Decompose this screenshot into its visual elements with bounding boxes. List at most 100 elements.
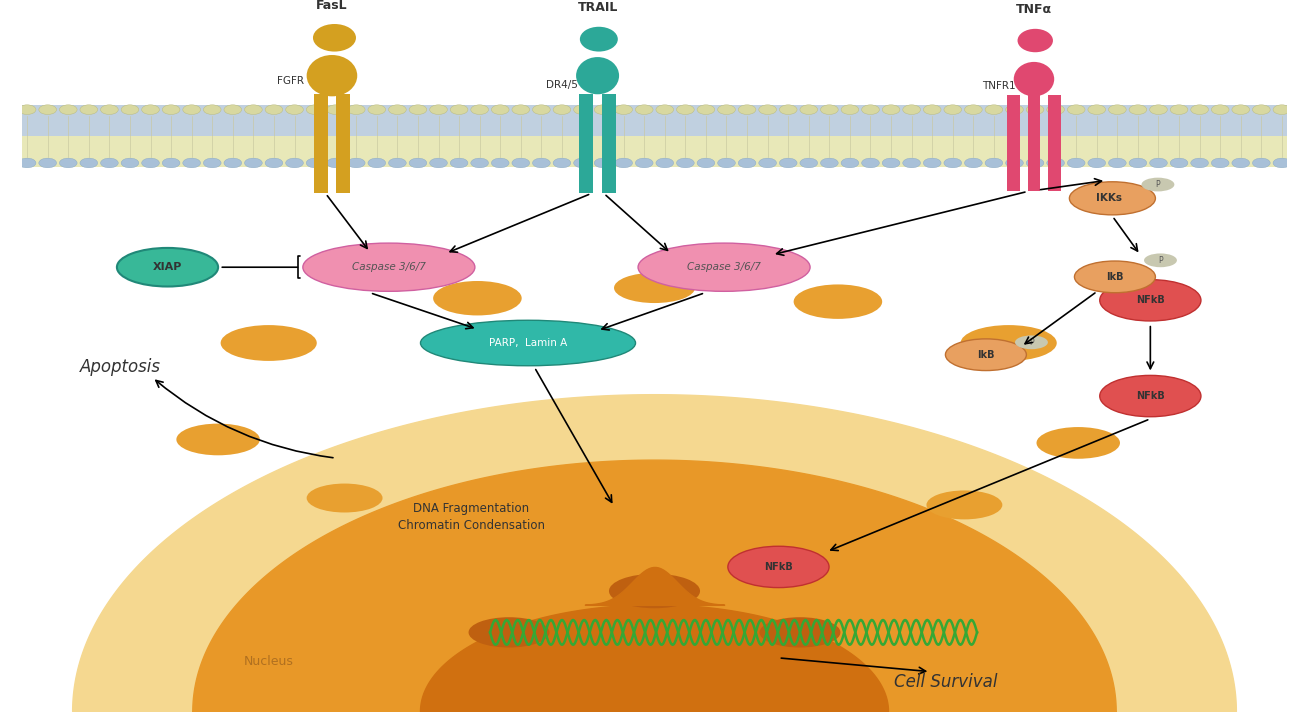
Circle shape bbox=[1232, 158, 1250, 168]
Circle shape bbox=[861, 105, 880, 115]
Circle shape bbox=[738, 158, 755, 168]
Text: TRAIL: TRAIL bbox=[577, 1, 618, 14]
Text: DR4/5: DR4/5 bbox=[546, 80, 579, 90]
Text: IKKs: IKKs bbox=[1096, 193, 1122, 203]
Circle shape bbox=[1005, 158, 1024, 168]
Circle shape bbox=[39, 158, 56, 168]
Circle shape bbox=[491, 158, 509, 168]
Circle shape bbox=[821, 158, 838, 168]
Circle shape bbox=[944, 105, 962, 115]
Circle shape bbox=[698, 105, 715, 115]
Text: Caspase 3/6/7: Caspase 3/6/7 bbox=[687, 262, 761, 272]
Circle shape bbox=[800, 105, 818, 115]
Circle shape bbox=[368, 158, 386, 168]
Bar bbox=[314, 93, 327, 193]
Ellipse shape bbox=[961, 325, 1056, 361]
Circle shape bbox=[512, 158, 530, 168]
Circle shape bbox=[635, 105, 653, 115]
Circle shape bbox=[882, 105, 899, 115]
Circle shape bbox=[1047, 105, 1064, 115]
Ellipse shape bbox=[793, 284, 882, 319]
Circle shape bbox=[141, 105, 160, 115]
Circle shape bbox=[59, 158, 77, 168]
Circle shape bbox=[80, 158, 98, 168]
Circle shape bbox=[162, 105, 179, 115]
Circle shape bbox=[80, 105, 98, 115]
Circle shape bbox=[1026, 105, 1043, 115]
Ellipse shape bbox=[306, 483, 382, 513]
Bar bbox=[602, 93, 617, 193]
Ellipse shape bbox=[420, 320, 636, 366]
Circle shape bbox=[245, 158, 262, 168]
Circle shape bbox=[759, 105, 776, 115]
Circle shape bbox=[698, 158, 715, 168]
Bar bbox=[1028, 95, 1041, 191]
Circle shape bbox=[594, 158, 611, 168]
Circle shape bbox=[573, 105, 592, 115]
Circle shape bbox=[986, 158, 1003, 168]
Ellipse shape bbox=[1075, 261, 1156, 293]
Ellipse shape bbox=[580, 27, 618, 51]
Circle shape bbox=[203, 158, 221, 168]
Circle shape bbox=[183, 158, 200, 168]
Circle shape bbox=[39, 105, 56, 115]
Circle shape bbox=[1067, 158, 1085, 168]
Circle shape bbox=[266, 105, 283, 115]
Circle shape bbox=[1005, 105, 1024, 115]
Circle shape bbox=[347, 158, 365, 168]
Circle shape bbox=[512, 105, 530, 115]
Circle shape bbox=[842, 105, 859, 115]
Ellipse shape bbox=[1013, 62, 1054, 96]
Circle shape bbox=[779, 105, 797, 115]
Circle shape bbox=[1191, 105, 1208, 115]
Circle shape bbox=[986, 105, 1003, 115]
Circle shape bbox=[471, 105, 488, 115]
Circle shape bbox=[389, 105, 406, 115]
Circle shape bbox=[1130, 158, 1147, 168]
Circle shape bbox=[389, 158, 406, 168]
Ellipse shape bbox=[1141, 178, 1174, 191]
Bar bbox=[580, 93, 593, 193]
Circle shape bbox=[594, 105, 611, 115]
Circle shape bbox=[1274, 105, 1291, 115]
Circle shape bbox=[1026, 158, 1043, 168]
Circle shape bbox=[1088, 105, 1106, 115]
Polygon shape bbox=[192, 460, 1117, 712]
Circle shape bbox=[842, 158, 859, 168]
Circle shape bbox=[1211, 105, 1229, 115]
Circle shape bbox=[491, 105, 509, 115]
Circle shape bbox=[368, 105, 386, 115]
Ellipse shape bbox=[1100, 279, 1200, 321]
Circle shape bbox=[903, 105, 920, 115]
Circle shape bbox=[800, 158, 818, 168]
Circle shape bbox=[18, 158, 35, 168]
Text: P: P bbox=[1158, 256, 1162, 265]
Text: NFkB: NFkB bbox=[1136, 391, 1165, 401]
Circle shape bbox=[615, 158, 632, 168]
Circle shape bbox=[1109, 105, 1126, 115]
Ellipse shape bbox=[728, 546, 829, 588]
Circle shape bbox=[203, 105, 221, 115]
Circle shape bbox=[306, 105, 323, 115]
Bar bbox=[336, 93, 351, 193]
Circle shape bbox=[944, 158, 962, 168]
Circle shape bbox=[677, 105, 694, 115]
Polygon shape bbox=[420, 605, 889, 712]
Circle shape bbox=[122, 105, 139, 115]
Circle shape bbox=[410, 158, 427, 168]
Circle shape bbox=[245, 105, 262, 115]
Circle shape bbox=[59, 105, 77, 115]
Ellipse shape bbox=[945, 339, 1026, 371]
Circle shape bbox=[347, 105, 365, 115]
Ellipse shape bbox=[177, 424, 260, 456]
Circle shape bbox=[224, 105, 242, 115]
Ellipse shape bbox=[302, 243, 475, 292]
Bar bbox=[22, 106, 1287, 136]
Text: Apoptosis: Apoptosis bbox=[80, 358, 161, 376]
Text: P: P bbox=[1029, 338, 1034, 347]
Circle shape bbox=[141, 158, 160, 168]
Ellipse shape bbox=[221, 325, 317, 361]
Circle shape bbox=[327, 105, 344, 115]
Circle shape bbox=[18, 105, 35, 115]
Circle shape bbox=[923, 158, 941, 168]
